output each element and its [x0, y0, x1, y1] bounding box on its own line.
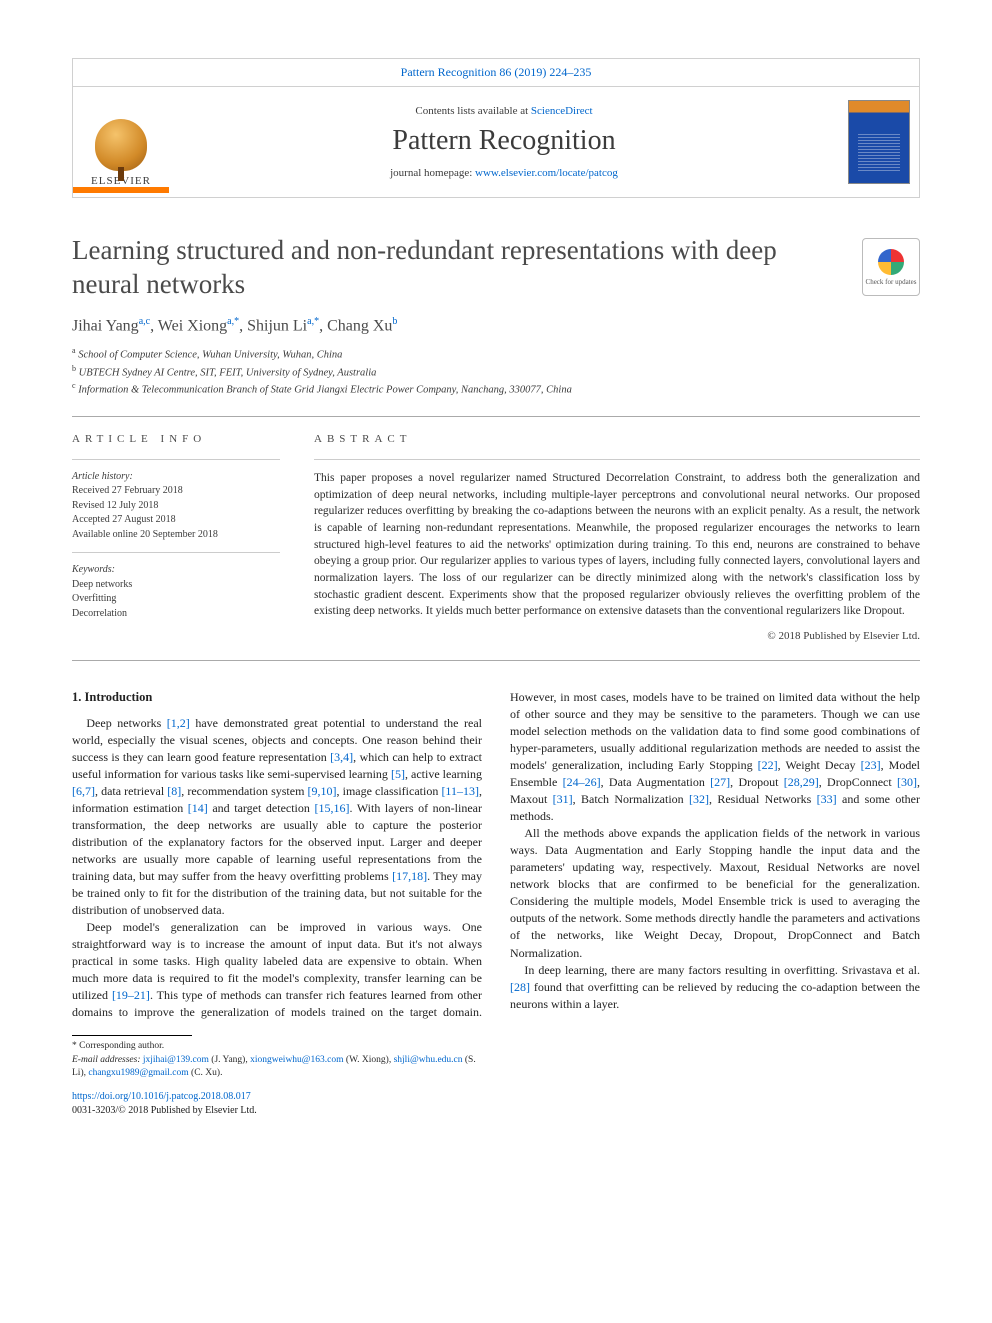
- contents-prefix: Contents lists available at: [415, 105, 530, 117]
- crossmark-badge[interactable]: Check for updates: [862, 238, 920, 296]
- affiliation-c: c Information & Telecommunication Branch…: [72, 380, 920, 398]
- article-info-column: ARTICLE INFO Article history: Received 2…: [72, 433, 280, 642]
- citation-link[interactable]: [30]: [897, 775, 917, 789]
- affiliation-a: a School of Computer Science, Wuhan Univ…: [72, 345, 920, 363]
- intro-paragraph-3: All the methods above expands the applic…: [510, 825, 920, 961]
- banner-mid: ELSEVIER Contents lists available at Sci…: [73, 87, 919, 197]
- crossmark-icon: [878, 249, 904, 275]
- article-reference-link[interactable]: Pattern Recognition 86 (2019) 224–235: [401, 65, 592, 79]
- emails-label: E-mail addresses:: [72, 1055, 141, 1065]
- abstract-copyright: © 2018 Published by Elsevier Ltd.: [314, 630, 920, 642]
- title-area: Learning structured and non-redundant re…: [72, 234, 920, 302]
- article-reference: Pattern Recognition 86 (2019) 224–235: [73, 59, 919, 86]
- citation-link[interactable]: [27]: [710, 775, 730, 789]
- meta-row: ARTICLE INFO Article history: Received 2…: [72, 416, 920, 661]
- article-info-heading: ARTICLE INFO: [72, 433, 280, 445]
- citation-link[interactable]: [28]: [510, 980, 530, 994]
- history-revised: Revised 12 July 2018: [72, 499, 280, 514]
- citation-link[interactable]: [1,2]: [167, 716, 190, 730]
- keyword-2: Overfitting: [72, 592, 280, 607]
- affiliation-b: b UBTECH Sydney AI Centre, SIT, FEIT, Un…: [72, 363, 920, 381]
- contents-line: Contents lists available at ScienceDirec…: [415, 105, 592, 117]
- citation-link[interactable]: [14]: [188, 801, 208, 815]
- paper-title: Learning structured and non-redundant re…: [72, 234, 832, 302]
- doi-link[interactable]: https://doi.org/10.1016/j.patcog.2018.08…: [72, 1091, 251, 1102]
- section-1-heading: 1. Introduction: [72, 689, 482, 707]
- banner-top-rule: Pattern Recognition 86 (2019) 224–235: [73, 59, 919, 87]
- elsevier-tree-icon: [95, 119, 147, 171]
- email-link[interactable]: shjli@whu.edu.cn: [394, 1055, 463, 1065]
- body-columns: 1. Introduction Deep networks [1,2] have…: [72, 689, 920, 1021]
- citation-link[interactable]: [17,18]: [392, 869, 427, 883]
- citation-link[interactable]: [28,29]: [784, 775, 819, 789]
- footnote-rule: [72, 1035, 192, 1036]
- citation-link[interactable]: [31]: [553, 792, 573, 806]
- homepage-link[interactable]: www.elsevier.com/locate/patcog: [475, 167, 618, 179]
- intro-paragraph-4: In deep learning, there are many factors…: [510, 962, 920, 1013]
- citation-link[interactable]: [11–13]: [441, 784, 479, 798]
- history-received: Received 27 February 2018: [72, 484, 280, 499]
- citation-link[interactable]: [6,7]: [72, 784, 95, 798]
- keyword-1: Deep networks: [72, 578, 280, 593]
- citation-link[interactable]: [3,4]: [330, 750, 353, 764]
- abstract-column: ABSTRACT This paper proposes a novel reg…: [314, 433, 920, 642]
- abstract-text: This paper proposes a novel regularizer …: [314, 470, 920, 620]
- info-rule-1: [72, 459, 280, 460]
- affiliations: a School of Computer Science, Wuhan Univ…: [72, 345, 920, 398]
- affiliation-a-text: School of Computer Science, Wuhan Univer…: [78, 349, 342, 360]
- authors: Jihai Yanga,c, Wei Xionga,*, Shijun Lia,…: [72, 316, 920, 335]
- keywords-label: Keywords:: [72, 563, 280, 578]
- publisher-logo-box: ELSEVIER: [73, 87, 169, 197]
- citation-link[interactable]: [22]: [758, 758, 778, 772]
- citation-link[interactable]: [9,10]: [308, 784, 337, 798]
- history-label: Article history:: [72, 470, 280, 485]
- affiliation-c-text: Information & Telecommunication Branch o…: [78, 385, 572, 396]
- intro-paragraph-1: Deep networks [1,2] have demonstrated gr…: [72, 715, 482, 919]
- abstract-rule: [314, 459, 920, 460]
- citation-link[interactable]: [23]: [861, 758, 881, 772]
- homepage-prefix: journal homepage:: [390, 167, 475, 179]
- citation-link[interactable]: [8]: [167, 784, 181, 798]
- citation-link[interactable]: [15,16]: [314, 801, 349, 815]
- banner-center: Contents lists available at ScienceDirec…: [169, 87, 839, 197]
- crossmark-label: Check for updates: [866, 278, 917, 286]
- journal-header: Pattern Recognition 86 (2019) 224–235 EL…: [72, 58, 920, 198]
- affiliation-b-text: UBTECH Sydney AI Centre, SIT, FEIT, Univ…: [79, 367, 377, 378]
- citation-link[interactable]: [33]: [817, 792, 837, 806]
- email-link[interactable]: changxu1989@gmail.com: [88, 1068, 188, 1078]
- history-accepted: Accepted 27 August 2018: [72, 513, 280, 528]
- info-rule-2: [72, 552, 280, 553]
- keyword-3: Decorrelation: [72, 607, 280, 622]
- journal-cover-icon: [848, 100, 910, 184]
- footnotes: * Corresponding author. E-mail addresses…: [72, 1040, 482, 1080]
- citation-link[interactable]: [19–21]: [112, 988, 150, 1002]
- keywords-block: Keywords: Deep networks Overfitting Deco…: [72, 563, 280, 621]
- email-link[interactable]: jxjihai@139.com: [143, 1055, 209, 1065]
- issn-line: 0031-3203/© 2018 Published by Elsevier L…: [72, 1105, 257, 1116]
- citation-link[interactable]: [5]: [391, 767, 405, 781]
- journal-name: Pattern Recognition: [392, 125, 615, 157]
- doi-block: https://doi.org/10.1016/j.patcog.2018.08…: [72, 1090, 920, 1118]
- sciencedirect-link[interactable]: ScienceDirect: [531, 105, 593, 117]
- corresponding-note: * Corresponding author.: [72, 1040, 482, 1053]
- homepage-line: journal homepage: www.elsevier.com/locat…: [390, 167, 618, 179]
- emails-line: E-mail addresses: jxjihai@139.com (J. Ya…: [72, 1054, 482, 1081]
- email-link[interactable]: xiongweiwhu@163.com: [250, 1055, 343, 1065]
- article-history: Article history: Received 27 February 20…: [72, 470, 280, 543]
- publisher-accent-bar: [73, 187, 169, 193]
- abstract-heading: ABSTRACT: [314, 433, 920, 445]
- journal-cover-box: [839, 87, 919, 197]
- history-online: Available online 20 September 2018: [72, 528, 280, 543]
- citation-link[interactable]: [32]: [689, 792, 709, 806]
- citation-link[interactable]: [24–26]: [563, 775, 601, 789]
